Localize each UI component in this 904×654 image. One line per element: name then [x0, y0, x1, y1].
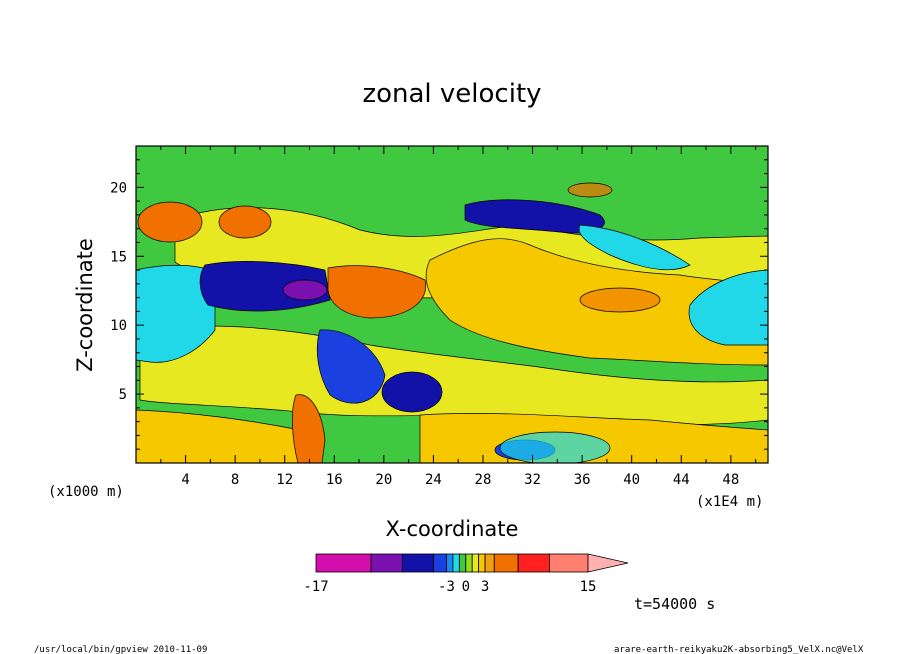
y-tick-label: 10 — [110, 318, 127, 334]
field-blue-lower-center — [316, 329, 386, 404]
y-tick-label: 20 — [110, 180, 127, 196]
time-label: t=54000 s — [634, 595, 715, 613]
colorbar-swatch — [471, 553, 480, 573]
footer-right: arare-earth-reikyaku2K-absorbing5_VelX.n… — [614, 645, 864, 654]
colorbar-swatch — [370, 553, 403, 573]
field-orange-right-1 — [579, 287, 661, 313]
plot-frame — [135, 145, 769, 464]
field-cyan-right — [688, 269, 768, 346]
colorbar-swatch — [493, 553, 519, 573]
field-cyan-left — [136, 264, 216, 363]
x-tick-label: 40 — [623, 472, 640, 488]
x-unit-left-label: (x1000 m) — [48, 484, 124, 500]
colorbar-swatch — [478, 553, 486, 573]
x-tick-label: 48 — [722, 472, 739, 488]
colorbar-label: 3 — [481, 579, 489, 595]
colorbar-swatch — [401, 553, 435, 573]
colorbar-label: -3 — [438, 579, 455, 595]
x-tick-label: 36 — [574, 472, 591, 488]
field-cyan-upper-right — [578, 224, 691, 271]
x-tick-label: 4 — [181, 472, 189, 488]
colorbar-labels: -17 -3 0 3 15 — [303, 579, 596, 595]
footer-left: /usr/local/bin/gpview 2010-11-09 — [34, 645, 207, 654]
x-tick-label: 32 — [524, 472, 541, 488]
y-axis-ticks: 5 10 15 20 — [110, 159, 768, 450]
y-axis-label: Z-coordinate — [73, 238, 97, 372]
field-cyan-bottom — [499, 431, 611, 463]
x-axis-label: X-coordinate — [386, 517, 519, 541]
x-unit-right-label: (x1E4 m) — [696, 494, 763, 510]
chart-title: zonal velocity — [362, 79, 541, 109]
y-tick-label: 5 — [119, 387, 127, 403]
x-tick-label: 12 — [276, 472, 293, 488]
colorbar-swatch — [446, 553, 454, 573]
x-axis-ticks: 4 8 12 16 20 24 28 32 36 40 44 48 — [160, 146, 757, 488]
x-tick-label: 16 — [326, 472, 343, 488]
colorbar-swatch — [452, 553, 460, 573]
field-orange-upper-left — [137, 201, 203, 243]
field-blue-lower-right — [381, 371, 443, 413]
colorbar-label: -17 — [303, 579, 328, 595]
colorbar-swatch — [315, 553, 372, 573]
field-orange-jet-right — [327, 265, 427, 319]
colorbar-label: 15 — [580, 579, 597, 595]
field-orange-right-2 — [567, 182, 613, 198]
x-tick-label: 8 — [231, 472, 239, 488]
x-tick-label: 20 — [375, 472, 392, 488]
field-orange-column — [292, 394, 326, 463]
x-tick-label: 28 — [475, 472, 492, 488]
colorbar-swatch — [549, 553, 589, 573]
colorbar-overflow-arrow — [587, 553, 629, 573]
x-tick-label: 44 — [673, 472, 690, 488]
field-purple-core — [282, 279, 328, 301]
colorbar-swatch — [465, 553, 473, 573]
colorbar — [315, 553, 629, 573]
field-orange-upper-left-2 — [218, 205, 272, 239]
colorbar-swatch — [458, 553, 467, 573]
y-tick-label: 15 — [110, 249, 127, 265]
contour-field — [136, 146, 768, 463]
colorbar-swatch — [433, 553, 447, 573]
x-tick-label: 24 — [425, 472, 442, 488]
colorbar-swatch — [517, 553, 550, 573]
colorbar-swatch — [484, 553, 495, 573]
colorbar-label: 0 — [462, 579, 470, 595]
